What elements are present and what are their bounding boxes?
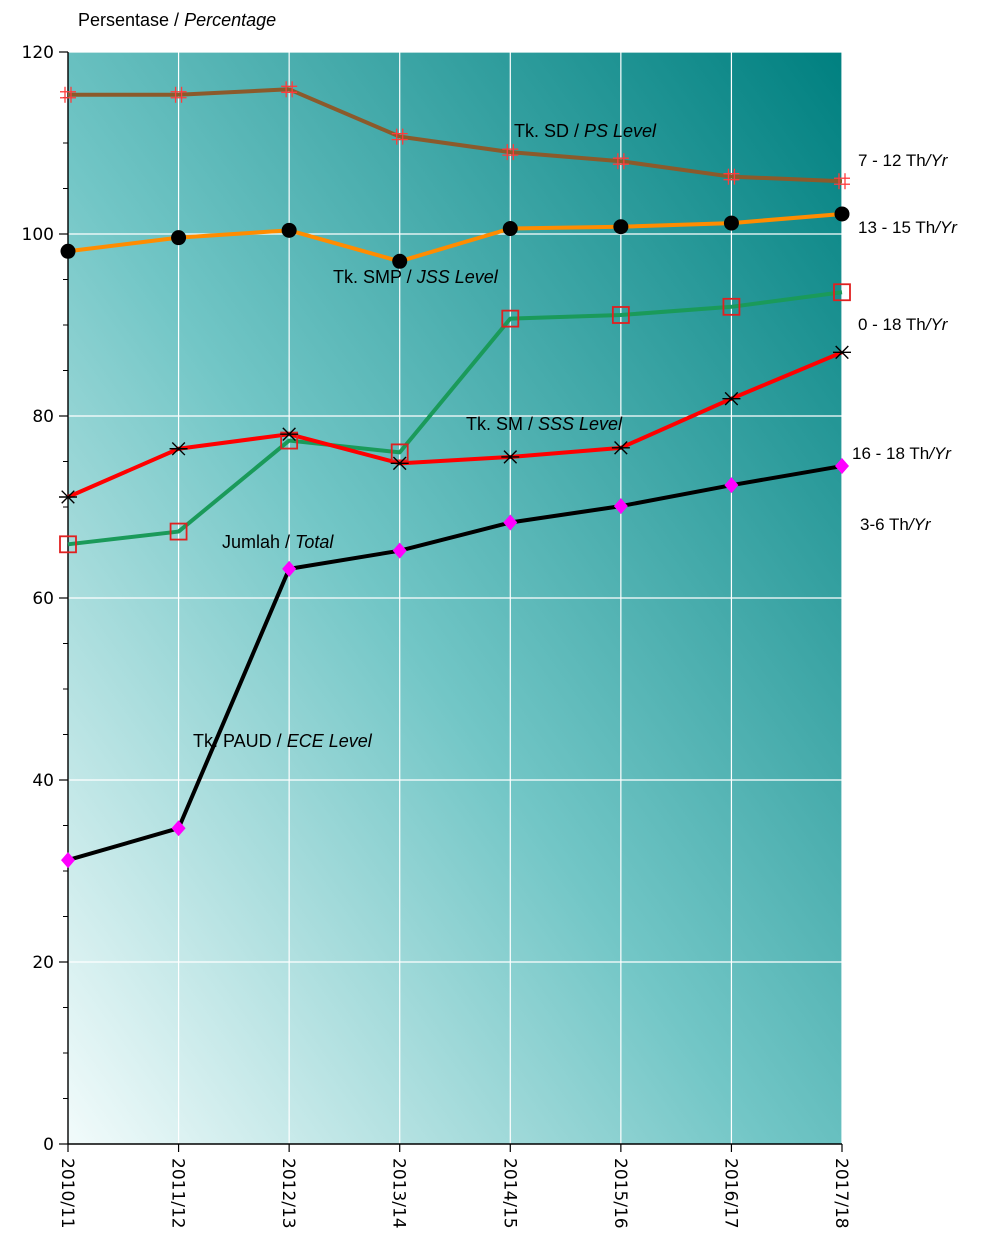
series-label-total: Jumlah / Total [222,532,334,552]
age-label-smp: 13 - 15 Th/Yr [858,218,958,237]
data-point [390,443,409,462]
series-line-3 [67,350,843,499]
series-line-1 [67,211,843,264]
data-point [281,81,298,98]
series-line-4 [67,464,843,863]
data-point [282,560,297,577]
axes: 0 20 40 60 80 100 120 2010/11 2011/12 2012/13 2013… [22,43,851,1229]
data-point [613,498,628,515]
y-tick-label: 120 [22,43,54,63]
series-label-paud: Tk. PAUD / ECE Level [193,731,373,751]
age-label-total: 0 - 18 Th/Yr [858,315,949,334]
data-point [833,345,851,360]
data-point [59,535,77,554]
y-tick-label: 20 [32,953,54,973]
chart-title: Persentase / Percentage [78,10,276,30]
x-tick-label: 2013/14 [389,1158,409,1229]
data-point [170,86,187,103]
data-point [612,153,629,170]
series-label-sm: Tk. SM / SSS Level [466,414,623,434]
data-point [280,431,299,450]
data-point [59,490,77,504]
data-point [834,206,850,222]
data-point [391,128,408,145]
x-tick-label: 2011/12 [168,1158,188,1229]
series-line-0 [68,87,843,184]
data-point [833,283,851,302]
data-point [501,450,520,464]
series-line-2 [67,290,843,547]
y-tick-label: 100 [22,225,54,245]
data-point [722,297,741,316]
series-labels: Tk. SD / PS Level Tk. SMP / JSS Level Ju… [193,121,657,751]
x-tick-label: 2012/13 [278,1158,298,1229]
data-point [280,427,299,441]
data-point [501,309,520,328]
data-point [281,222,297,238]
x-tick-label: 2010/11 [57,1158,77,1229]
data-point [171,820,186,837]
data-point [723,168,740,185]
x-tick-label: 2014/15 [499,1158,519,1229]
series-label-sd: Tk. SD / PS Level [514,121,657,141]
x-tick-label: 2016/17 [720,1158,740,1229]
data-point [722,391,741,406]
data-point [723,215,739,231]
x-tick-label: 2017/18 [831,1158,851,1229]
data-point [61,852,75,869]
data-point [611,441,630,455]
data-point [613,219,629,235]
y-tick-label: 80 [32,407,54,427]
data-point [390,456,409,471]
data-point [724,477,739,494]
age-labels: 7 - 12 Th/Yr 13 - 15 Th/Yr 0 - 18 Th/Yr … [852,151,958,534]
chart-title-main: Persentase / [78,10,184,30]
data-point [169,522,188,541]
age-label-sm: 16 - 18 Th/Yr [852,444,952,463]
chart-title-italic: Percentage [184,10,276,30]
series-label-smp: Tk. SMP / JSS Level [333,267,499,287]
data-point [60,243,76,259]
age-label-paud: 3-6 Th/Yr [860,515,932,534]
y-tick-label: 40 [32,771,54,791]
x-tick-label: 2015/16 [610,1158,630,1229]
age-label-sd: 7 - 12 Th/Yr [858,151,949,170]
y-tick-label: 60 [32,589,54,609]
data-point [169,441,188,456]
series-lines [67,87,843,863]
data-point [834,173,850,190]
data-point [392,253,408,269]
data-point [392,542,407,559]
data-point [60,86,76,103]
data-point [611,306,630,324]
data-point [503,514,518,531]
series-markers [59,81,851,869]
data-point [171,230,187,246]
data-point [835,458,849,475]
y-tick-label: 0 [43,1135,54,1155]
data-point [502,221,518,237]
data-point [502,144,519,161]
